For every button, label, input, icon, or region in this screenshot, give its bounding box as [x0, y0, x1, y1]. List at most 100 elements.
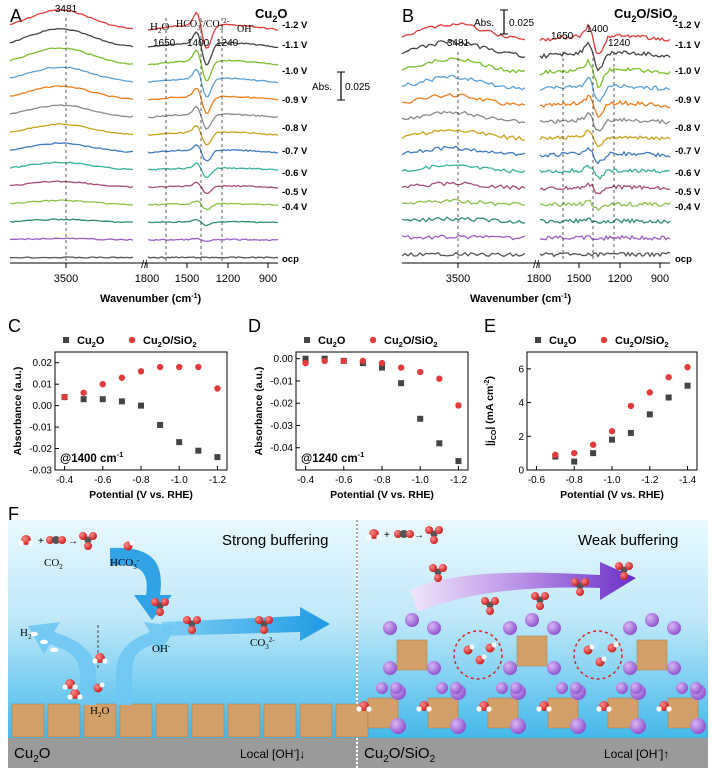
cu2o-point	[118, 398, 125, 405]
panel-b-x-ticks: 3500 1800 1500 1200 900	[446, 263, 669, 285]
sio2-sphere	[383, 621, 397, 635]
spectrum-trace-left	[9, 199, 134, 206]
panel-a-traces	[9, 8, 279, 259]
cu2o-block	[636, 639, 668, 671]
right-local-oh: Local [OH-]↑	[604, 746, 669, 761]
spectrum-trace-left	[9, 66, 134, 83]
cu2osio2-point	[176, 363, 183, 371]
sio2-sphere	[436, 682, 448, 694]
ir-tick-label: 1200	[216, 273, 240, 285]
atom	[416, 706, 422, 712]
spectrum-trace-right	[147, 105, 279, 130]
sio2-sphere	[510, 718, 526, 734]
panel-a-peak-1650: 1650	[153, 38, 176, 49]
potential-label: -0.4 V	[282, 202, 308, 213]
panel-a-peak-1240: 1240	[216, 38, 239, 49]
y-axis-label: Absorbance (a.u.)	[253, 367, 265, 456]
x-tick-label: -1.0	[603, 475, 621, 486]
atom	[531, 592, 539, 600]
atom	[476, 706, 482, 712]
spectrum-trace-left	[9, 27, 134, 48]
sio2-sphere	[525, 613, 539, 627]
potential-label: -1.0 V	[282, 66, 308, 77]
sio2-sphere	[547, 621, 561, 635]
axis-break-mark: //	[141, 259, 148, 271]
cu2o-block	[191, 703, 225, 738]
spectrum-trace-right	[147, 256, 279, 259]
spectrum-trace-left	[401, 145, 526, 157]
svg-text:+: +	[38, 536, 44, 547]
y-tick-label: 4	[518, 398, 524, 409]
atom	[541, 592, 549, 600]
spectrum-trace-right	[539, 234, 671, 242]
cu2o-point	[646, 411, 653, 418]
atom	[255, 616, 263, 624]
x-axis-label: Potential (V vs. RHE)	[560, 489, 664, 501]
cu2o-block	[299, 703, 333, 738]
atom	[620, 572, 628, 580]
spectrum-trace-right	[539, 251, 671, 258]
y-tick-label: -0.01	[270, 376, 293, 387]
legend-cu2osio2-label: Cu2O/SiO2	[615, 335, 669, 349]
atom	[613, 642, 619, 648]
spectrum-trace-left	[9, 256, 134, 259]
x-tick-label: -0.8	[566, 475, 584, 486]
cu2o-block	[263, 703, 297, 738]
spectrum-trace-left	[401, 251, 526, 258]
svg-text:Abs.: Abs.	[474, 18, 494, 29]
spectrum-trace-right	[539, 76, 671, 103]
oh-arrow	[116, 622, 176, 705]
panel-a-peak-3481: 3481	[55, 4, 78, 15]
atom	[46, 536, 54, 544]
y-tick-label: -0.03	[29, 466, 52, 477]
cu2osio2-point	[214, 385, 221, 392]
atom	[486, 607, 494, 615]
atom	[615, 562, 623, 570]
panel-a-hco3-label: HCO3-/CO32-	[176, 17, 230, 32]
cu2o-block	[155, 703, 189, 738]
cu2osio2-substrate	[358, 738, 708, 768]
oh-accumulation-ring	[453, 630, 503, 680]
cu2osio2-point	[321, 357, 328, 365]
cu2o-point	[665, 394, 672, 401]
cu2osio2-point	[80, 389, 87, 396]
cu2o-point	[80, 396, 87, 403]
panel-c-chart: C -0.4 -0.6 -0.8 -1.0 -1.2 0.02 0.01 0.00 -0.01 -…	[8, 316, 228, 501]
panel-a-h2o-label: H2O	[150, 21, 169, 35]
cu2o-point	[99, 396, 106, 403]
y-tick-label: -0.03	[270, 421, 293, 432]
spectrum-trace-right	[539, 164, 671, 181]
sio2-sphere	[667, 621, 681, 635]
spectrum-trace-left	[9, 237, 134, 241]
panel-a-scale-bar: Abs. 0.025	[312, 71, 370, 101]
h2-bubble	[40, 639, 48, 645]
y-tick-label: -0.01	[29, 423, 52, 434]
cu2osio2-point	[552, 451, 559, 459]
atom	[394, 530, 402, 538]
atom	[188, 626, 196, 634]
y-tick-label: -0.02	[29, 444, 52, 455]
spectrum-trace-left	[9, 8, 134, 30]
spectrum-trace-right	[147, 200, 279, 211]
atom	[546, 706, 552, 712]
atom	[58, 536, 66, 544]
y-tick-label: 0.02	[33, 358, 53, 369]
panel-a-oh-label: OH-	[237, 21, 254, 35]
sio2-sphere	[427, 661, 441, 675]
svg-text:+: +	[384, 530, 390, 541]
axis-break-mark: //	[533, 259, 540, 271]
cu2o-substrate	[8, 738, 356, 768]
spectrum-trace-left	[9, 47, 134, 65]
weak-buffering-title: Weak buffering	[578, 532, 678, 549]
panel-b-potential-labels: -1.2 V -1.1 V -1.0 V -0.9 V -0.8 V -0.7 V -0.6…	[675, 20, 701, 265]
panel-a-title: Cu2O	[255, 6, 287, 24]
atom	[439, 564, 447, 572]
potential-label: -1.1 V	[282, 40, 308, 51]
potential-label: -1.1 V	[675, 40, 701, 51]
legend-cu2osio2-label: Cu2O/SiO2	[143, 335, 197, 349]
cu2o-point	[436, 440, 443, 447]
cu2osio2-point	[627, 402, 635, 410]
x-tick-label: -0.6	[335, 475, 353, 486]
atom	[425, 526, 433, 534]
